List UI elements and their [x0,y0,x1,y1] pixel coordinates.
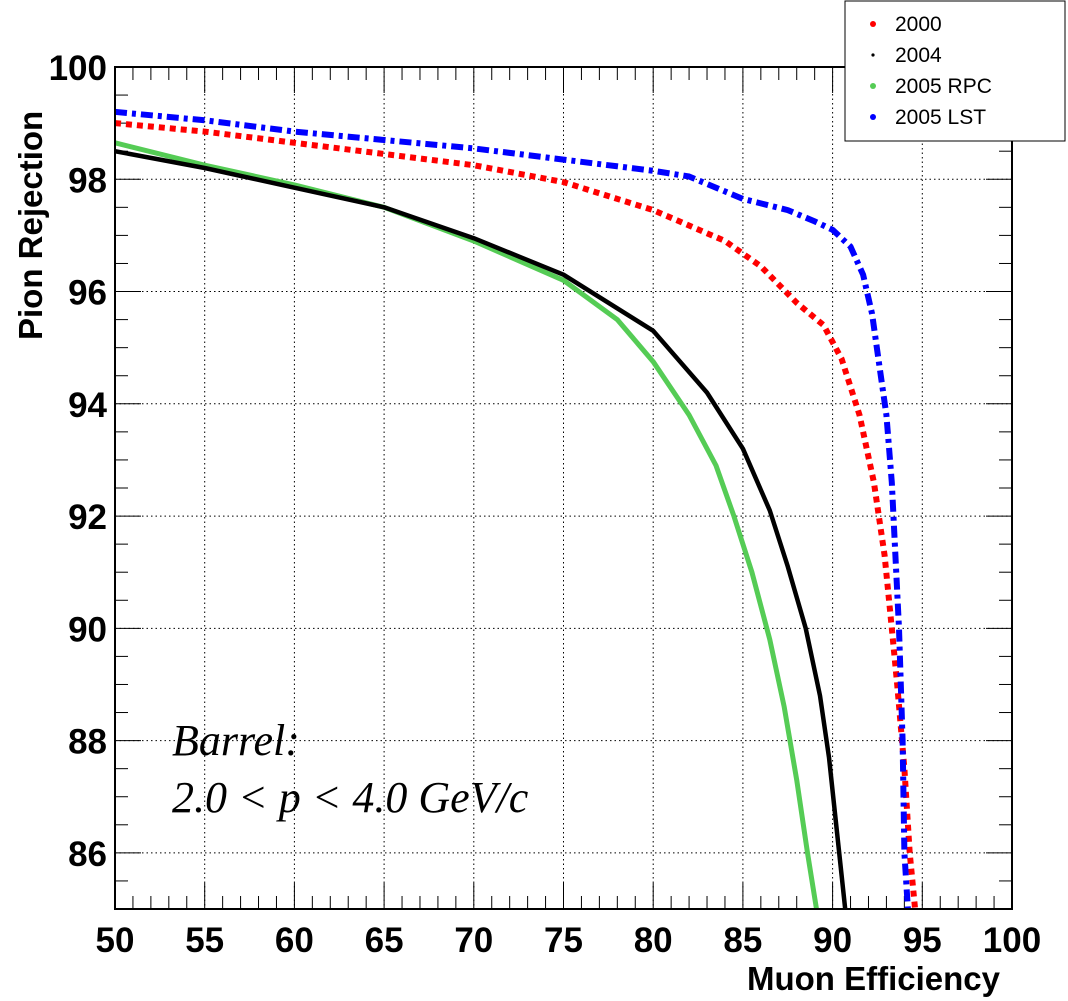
x-tick-label: 100 [983,921,1041,960]
series-line-2005-lst [115,108,911,909]
x-tick-label: 55 [185,921,224,960]
x-tick-label: 65 [365,921,404,960]
y-tick-label: 98 [68,161,107,200]
y-tick-label: 88 [68,723,107,762]
y-tick-label: 94 [68,386,107,425]
x-tick-label: 70 [454,921,493,960]
y-tick-label: 86 [68,835,107,874]
y-tick-label: 90 [68,610,107,649]
x-tick-label: 85 [723,921,762,960]
legend-marker [870,83,876,89]
x-tick-label: 80 [634,921,673,960]
y-axis-title: Pion Rejection [12,111,49,340]
x-tick-label: 60 [275,921,314,960]
legend-label: 2004 [895,44,942,67]
legend: 2000 2004 2005 RPC 2005 LST [844,0,1066,142]
legend-label: 2005 LST [895,106,986,129]
y-tick-label: 100 [49,49,107,88]
tick-labels: 50 55 60 65 70 75 80 85 90 95 100 86 88 90 92 94 96 98 100 [49,49,1042,960]
annotation-region: Barrel: [172,716,300,765]
x-axis-title: Muon Efficiency [747,960,1001,997]
legend-label: 2000 [895,13,942,36]
plot-border [114,66,1013,910]
y-tick-label: 92 [68,498,107,537]
x-tick-label: 90 [813,921,852,960]
series-layer [115,108,919,909]
legend-box [844,0,1066,142]
series-line-2004 [115,148,848,909]
series-line-2000 [115,120,919,909]
y-tick-label: 96 [68,274,107,313]
legend-marker [870,21,876,27]
legend-marker [871,53,875,57]
legend-label: 2005 RPC [895,75,992,98]
x-tick-label: 75 [544,921,583,960]
x-tick-label: 50 [96,921,135,960]
x-tick-label: 95 [903,921,942,960]
legend-marker [870,114,876,120]
annotation-momentum: 2.0 < p < 4.0 GeV/c [172,773,529,822]
